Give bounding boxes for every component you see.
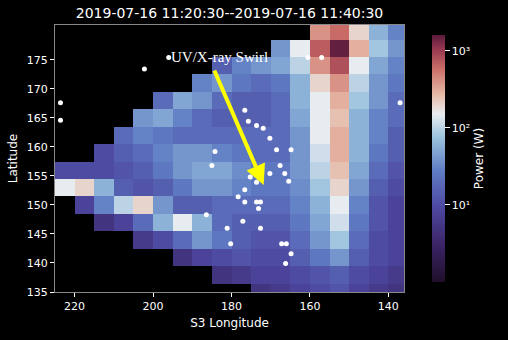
svg-text:140: 140 <box>27 257 48 270</box>
svg-text:10²: 10² <box>452 122 470 135</box>
svg-text:Power (W): Power (W) <box>472 128 486 189</box>
svg-text:10³: 10³ <box>452 45 470 58</box>
svg-text:160: 160 <box>27 141 48 154</box>
svg-text:135: 135 <box>27 286 48 299</box>
svg-text:S3 Longitude: S3 Longitude <box>190 316 269 330</box>
svg-text:Latitude: Latitude <box>6 134 20 183</box>
svg-text:160: 160 <box>299 300 320 313</box>
svg-text:175: 175 <box>27 54 48 67</box>
svg-text:220: 220 <box>64 300 85 313</box>
svg-text:155: 155 <box>27 170 48 183</box>
svg-text:2019-07-16 11:20:30--2019-07-1: 2019-07-16 11:20:30--2019-07-16 11:40:30 <box>76 5 383 21</box>
svg-text:UV/X-ray Swirl: UV/X-ray Swirl <box>171 49 268 65</box>
svg-text:165: 165 <box>27 112 48 125</box>
svg-text:140: 140 <box>378 300 399 313</box>
svg-text:10¹: 10¹ <box>452 199 470 212</box>
svg-text:180: 180 <box>221 300 242 313</box>
svg-text:150: 150 <box>27 199 48 212</box>
svg-text:145: 145 <box>27 228 48 241</box>
svg-text:170: 170 <box>27 83 48 96</box>
svg-text:200: 200 <box>143 300 164 313</box>
